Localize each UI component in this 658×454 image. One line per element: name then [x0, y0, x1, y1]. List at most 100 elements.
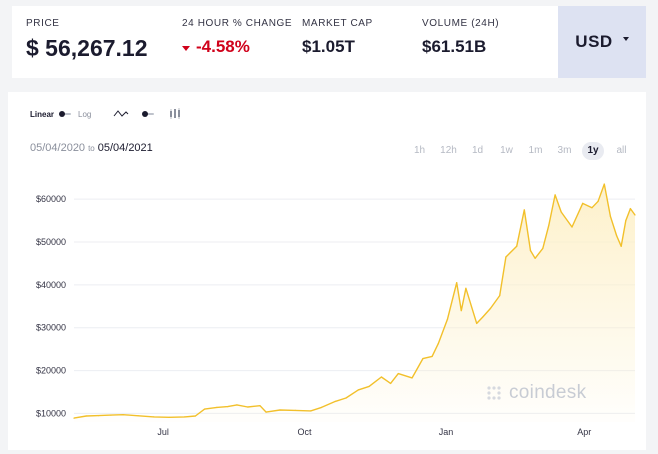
date-end[interactable]: 05/04/2021 [97, 142, 153, 154]
price-point [548, 224, 550, 226]
market-cap-value: $1.05T [302, 37, 355, 56]
price-point [542, 247, 544, 249]
candlestick-chart-icon[interactable] [169, 108, 181, 120]
price-point [625, 220, 627, 222]
price-point [204, 408, 206, 410]
range-option-3m[interactable]: 3m [557, 145, 572, 156]
price-point [98, 415, 100, 417]
price-point [265, 411, 267, 413]
watermark-text: coindesk [509, 382, 587, 403]
volume-label: VOLUME (24H) [422, 18, 500, 29]
range-option-1d[interactable]: 1d [471, 145, 484, 156]
range-option-1m[interactable]: 1m [528, 145, 543, 156]
currency-select[interactable]: USD [558, 6, 646, 78]
price-point [310, 410, 312, 412]
price-point [523, 209, 525, 211]
toggle-knob [59, 111, 66, 117]
price-point [247, 406, 249, 408]
price-chart: $10000 $20000 $30000 $40000 $50000 $60000 Jul O… [36, 183, 636, 437]
y-tick-label: $40000 [36, 280, 66, 290]
range-option-1h[interactable]: 1h [413, 145, 426, 156]
market-cap-stat: MARKET CAP $1.05T [302, 18, 373, 57]
price-point [597, 200, 599, 202]
price-point [456, 282, 458, 284]
price-point [259, 405, 261, 407]
price-point [609, 215, 612, 217]
y-tick-label: $50000 [36, 237, 66, 247]
range-option-1w[interactable]: 1w [500, 145, 513, 156]
price-point [620, 245, 622, 247]
range-option-12h[interactable]: 12h [440, 145, 457, 156]
price-point [560, 211, 562, 213]
chevron-down-icon [622, 37, 629, 41]
price-point [465, 287, 467, 289]
date-start[interactable]: 05/04/2020 [30, 142, 86, 154]
price-point [279, 409, 281, 411]
scale-toggle[interactable] [59, 110, 73, 118]
price-point [634, 214, 636, 216]
y-tick-label: $20000 [36, 366, 66, 376]
price-point [368, 385, 370, 387]
arrow-down-icon [182, 45, 190, 51]
y-tick-label: $10000 [36, 408, 66, 418]
price-point [357, 389, 359, 391]
price-point [505, 256, 507, 258]
price-point [85, 415, 87, 417]
chart-controls: Linear Log [30, 108, 181, 120]
price-point [499, 295, 501, 297]
price-point [534, 257, 536, 259]
range-option-all[interactable]: all [616, 145, 627, 156]
chart-type-toggle[interactable] [142, 110, 156, 118]
price-point [411, 377, 413, 379]
range-option-1y[interactable]: 1y [582, 142, 604, 160]
change-value-wrap: -4.58% [182, 37, 292, 57]
price-point [345, 397, 347, 399]
price-point [380, 376, 382, 378]
price-point [629, 208, 632, 210]
price-point [616, 235, 618, 237]
change-label: 24 HOUR % CHANGE [182, 18, 293, 29]
price-point [122, 414, 124, 416]
price-point [194, 415, 196, 417]
price-point [138, 415, 140, 417]
price-point [422, 358, 424, 360]
price-value: $ 56,267.12 [26, 35, 148, 61]
price-point [446, 318, 449, 320]
x-tick-label: Apr [577, 427, 591, 437]
y-tick-label: $30000 [36, 323, 66, 333]
price-point [216, 406, 218, 408]
price-line [73, 183, 636, 419]
price-point [591, 207, 593, 209]
scale-linear-label: Linear [30, 109, 55, 119]
date-range: 05/04/2020 to 05/04/2021 [30, 142, 153, 154]
volume-stat: VOLUME (24H) $61.51B [422, 18, 499, 57]
price-point [168, 416, 170, 418]
change-stat: 24 HOUR % CHANGE -4.58% [182, 18, 292, 57]
price-point [334, 400, 336, 402]
x-tick-label: Oct [298, 427, 313, 437]
price-point [482, 316, 484, 318]
price-point [390, 382, 392, 384]
price-point [516, 245, 518, 247]
currency-value: USD [575, 32, 613, 51]
stats-bar: PRICE $ 56,267.12 24 HOUR % CHANGE -4.58… [12, 6, 558, 78]
y-tick-label: $60000 [36, 194, 66, 204]
price-point [110, 414, 112, 416]
price-point [582, 202, 584, 204]
price-label: PRICE [26, 18, 60, 29]
line-chart-icon[interactable] [113, 109, 129, 119]
price-point [227, 406, 229, 408]
volume-value: $61.51B [422, 37, 487, 56]
price-point [460, 310, 462, 312]
chart-type-switch [113, 108, 181, 120]
price-point [554, 194, 556, 196]
price-point [320, 406, 323, 408]
coindesk-watermark: coindesk [485, 382, 586, 404]
price-point [476, 322, 478, 324]
x-tick-label: Jan [439, 427, 454, 437]
scale-log-label: Log [78, 109, 92, 119]
price-point [571, 226, 573, 228]
price-point [529, 250, 532, 252]
time-range-selector: 1h 12h 1d 1w 1m 3m 1y all [405, 142, 636, 160]
coindesk-logo-icon [487, 386, 501, 400]
